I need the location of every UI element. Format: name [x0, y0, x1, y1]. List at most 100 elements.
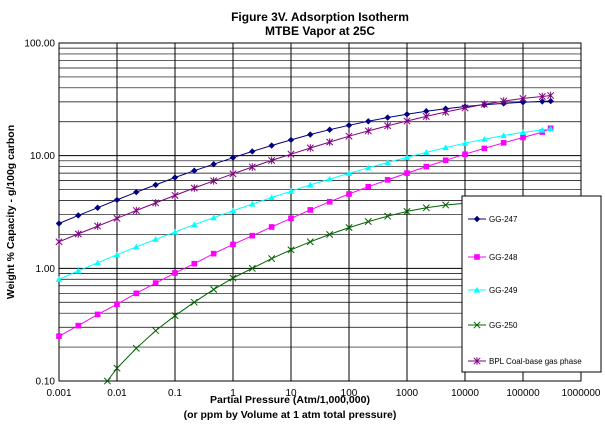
- y-axis-label: Weight % Capacity - g/100g carbon: [5, 125, 17, 299]
- data-point: [520, 134, 526, 141]
- data-point: [461, 104, 469, 112]
- data-point: [268, 194, 275, 201]
- x-tick-label: 100000: [506, 388, 540, 399]
- data-point: [403, 111, 411, 118]
- legend-label-gg-248: GG-248: [489, 253, 518, 262]
- data-point: [171, 228, 179, 235]
- data-point: [94, 222, 102, 230]
- data-point: [326, 175, 333, 182]
- x-tick-label: 0.001: [46, 388, 71, 399]
- data-point: [500, 140, 507, 146]
- legend-label-gg-247: GG-247: [489, 215, 518, 224]
- data-point: [384, 159, 391, 166]
- data-point: [404, 170, 410, 176]
- data-point: [326, 230, 334, 238]
- data-point: [229, 170, 237, 178]
- y-tick-label: 1.00: [36, 264, 56, 275]
- grid-lines: [58, 43, 582, 382]
- data-point: [268, 142, 275, 149]
- data-point: [210, 160, 217, 168]
- data-point: [500, 132, 507, 139]
- data-point: [248, 163, 256, 171]
- data-point: [345, 132, 353, 140]
- data-point: [268, 224, 275, 230]
- data-point: [384, 177, 391, 183]
- x-axis-label-secondary: (or ppm by Volume at 1 atm total pressur…: [184, 409, 397, 421]
- data-point: [210, 285, 218, 293]
- x-tick-label: 100: [341, 388, 358, 399]
- chart-title: Figure 3V. Adsorption Isotherm: [231, 10, 409, 24]
- data-point: [423, 163, 430, 170]
- data-point: [132, 344, 140, 352]
- data-point: [113, 214, 121, 223]
- data-point: [55, 276, 63, 282]
- data-point: [249, 200, 256, 207]
- data-point: [326, 198, 333, 205]
- x-tick-label: 10000: [451, 388, 479, 399]
- data-point: [422, 112, 430, 121]
- data-point: [384, 212, 392, 220]
- x-axis-label: Partial Pressure (Atm/1,000,000): [210, 394, 370, 406]
- data-point: [480, 100, 488, 109]
- data-point: [442, 108, 450, 116]
- data-point: [249, 148, 256, 155]
- y-tick-label: 10.00: [30, 151, 55, 162]
- data-point: [384, 114, 391, 121]
- data-point: [346, 191, 352, 197]
- data-point: [133, 243, 140, 250]
- data-point: [538, 92, 546, 101]
- data-point: [519, 94, 527, 103]
- data-point: [442, 144, 449, 151]
- legend-swatch-marker: [474, 254, 480, 260]
- legend-label-bpl: BPL Coal-base gas phase: [489, 357, 582, 366]
- data-point: [210, 214, 217, 221]
- legend-swatch-marker: [473, 321, 481, 329]
- data-point: [306, 238, 314, 246]
- data-point: [229, 274, 237, 282]
- legend-swatch-marker: [473, 357, 481, 365]
- data-point: [461, 140, 469, 146]
- data-point: [423, 149, 430, 155]
- data-point: [287, 187, 295, 194]
- data-point: [519, 129, 527, 135]
- data-point: [364, 218, 372, 226]
- data-point: [365, 183, 372, 190]
- data-point: [249, 232, 256, 239]
- data-point: [75, 322, 82, 329]
- data-point: [172, 270, 178, 276]
- x-tick-label: 10: [285, 388, 297, 399]
- data-point: [152, 199, 160, 207]
- data-point: [326, 126, 333, 133]
- legend-label-gg-249: GG-249: [489, 286, 518, 295]
- data-point: [171, 312, 179, 320]
- data-point: [210, 250, 217, 257]
- data-point: [423, 108, 430, 115]
- series-bpl-coal-base-gas-phase: [55, 91, 555, 246]
- data-point: [442, 157, 449, 164]
- data-point: [75, 267, 82, 274]
- legend-box: [461, 195, 602, 373]
- data-point: [365, 118, 372, 125]
- data-point: [268, 255, 276, 263]
- data-point: [287, 136, 295, 144]
- chart-subtitle: MTBE Vapor at 25C: [265, 24, 375, 38]
- data-point: [547, 97, 554, 105]
- data-point: [191, 260, 198, 267]
- data-point: [500, 97, 508, 105]
- x-tick-label: 1000000: [562, 388, 601, 399]
- data-point: [113, 364, 121, 372]
- data-point: [94, 259, 101, 266]
- data-point: [307, 131, 314, 138]
- data-point: [55, 237, 63, 246]
- data-point: [345, 170, 353, 176]
- x-tick-labels: 0.001 0.01 0.1 1 10 100 1000 10000 10000…: [46, 388, 600, 399]
- series-gg-249: [55, 125, 554, 282]
- legend-label-gg-250: GG-250: [489, 321, 518, 330]
- data-point: [94, 204, 101, 211]
- data-point: [133, 290, 140, 297]
- data-point: [364, 127, 372, 135]
- data-point: [403, 154, 411, 161]
- data-point: [113, 196, 121, 204]
- data-point: [547, 125, 554, 132]
